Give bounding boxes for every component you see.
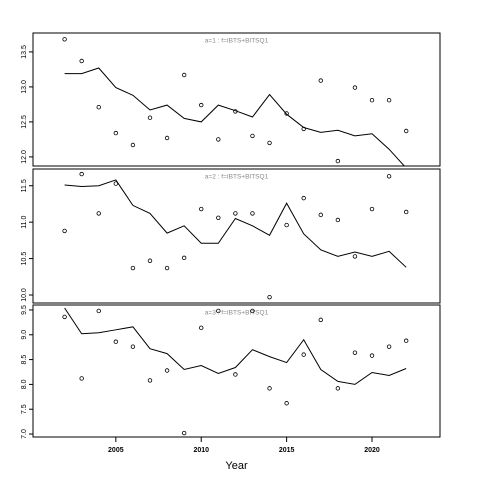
point	[369, 97, 375, 103]
point	[181, 430, 187, 436]
x-tick-label: 2010	[193, 447, 209, 454]
point	[267, 140, 272, 146]
point	[352, 350, 358, 355]
y-tick-label: 12.0	[21, 150, 28, 164]
point	[113, 339, 119, 344]
point	[164, 368, 170, 373]
point	[181, 255, 187, 261]
y-tick-label: 9.5	[21, 305, 28, 315]
panel-title: a=3 : f=IBTS+BITSQ1	[205, 310, 269, 317]
point	[369, 206, 375, 212]
point	[284, 111, 289, 116]
point	[233, 109, 238, 114]
point	[130, 142, 136, 148]
point	[130, 265, 136, 271]
point	[301, 352, 306, 357]
point	[318, 317, 323, 323]
point	[386, 174, 392, 179]
point	[352, 254, 358, 259]
x-axis-label: Year	[225, 460, 248, 472]
point	[386, 344, 392, 349]
y-tick-label: 11.0	[21, 216, 28, 229]
point	[284, 401, 289, 406]
point	[199, 325, 204, 331]
point	[301, 126, 306, 132]
point	[199, 102, 204, 108]
plot-area	[62, 307, 409, 436]
point	[352, 85, 358, 90]
point	[386, 97, 392, 103]
panel-title: a=2 : f=IBTS+BITSQ1	[205, 174, 269, 181]
point	[199, 206, 204, 212]
point	[79, 171, 84, 177]
point	[403, 209, 409, 215]
line	[64, 179, 407, 268]
point	[181, 72, 187, 78]
x-tick-label: 2015	[279, 447, 295, 454]
point	[216, 308, 221, 314]
y-tick-label: 8.0	[21, 379, 28, 389]
point	[267, 294, 272, 300]
point	[284, 222, 289, 228]
point	[79, 58, 84, 64]
y-tick-label: 10.5	[21, 252, 28, 266]
panel-frame	[32, 304, 441, 438]
point	[96, 308, 101, 314]
point	[62, 37, 67, 42]
point	[147, 378, 153, 383]
point	[250, 308, 255, 314]
point	[62, 228, 67, 234]
point	[113, 181, 119, 186]
point	[130, 344, 136, 349]
point	[403, 128, 409, 134]
point	[250, 133, 255, 139]
y-tick-label: 7.5	[21, 404, 28, 414]
point	[216, 137, 221, 142]
point	[233, 211, 238, 216]
point	[335, 158, 341, 164]
point	[233, 372, 238, 377]
y-tick-label: 9.0	[21, 330, 28, 340]
panel-frame	[32, 168, 441, 304]
y-tick-label: 13.0	[21, 80, 28, 94]
plot-area	[62, 171, 409, 300]
y-tick-label: 7.0	[21, 429, 28, 439]
point	[369, 353, 375, 358]
point	[147, 115, 153, 120]
plot-area	[62, 37, 409, 166]
point	[164, 265, 170, 271]
point	[318, 212, 323, 218]
panel-title: a=1 : f=IBTS+BITSQ1	[205, 38, 269, 45]
line	[64, 67, 405, 166]
x-tick-label: 2005	[108, 447, 124, 454]
y-tick-label: 10.0	[21, 288, 28, 302]
point	[250, 211, 255, 216]
y-tick-label: 13.5	[21, 45, 28, 59]
point	[335, 386, 341, 391]
point	[267, 386, 272, 391]
point	[62, 314, 67, 320]
point	[335, 217, 341, 223]
point	[96, 104, 101, 110]
y-tick-label: 11.5	[21, 179, 28, 192]
y-tick-label: 8.5	[21, 355, 28, 365]
point	[164, 135, 170, 141]
point	[113, 130, 119, 136]
panel-frame	[32, 32, 441, 167]
point	[301, 195, 306, 201]
point	[318, 78, 323, 83]
line	[64, 307, 407, 385]
point	[96, 211, 101, 216]
y-tick-label: 12.5	[21, 115, 28, 129]
point	[79, 376, 84, 381]
x-tick-label: 2020	[364, 447, 380, 454]
point	[216, 215, 221, 220]
point	[147, 258, 153, 263]
point	[403, 338, 409, 343]
